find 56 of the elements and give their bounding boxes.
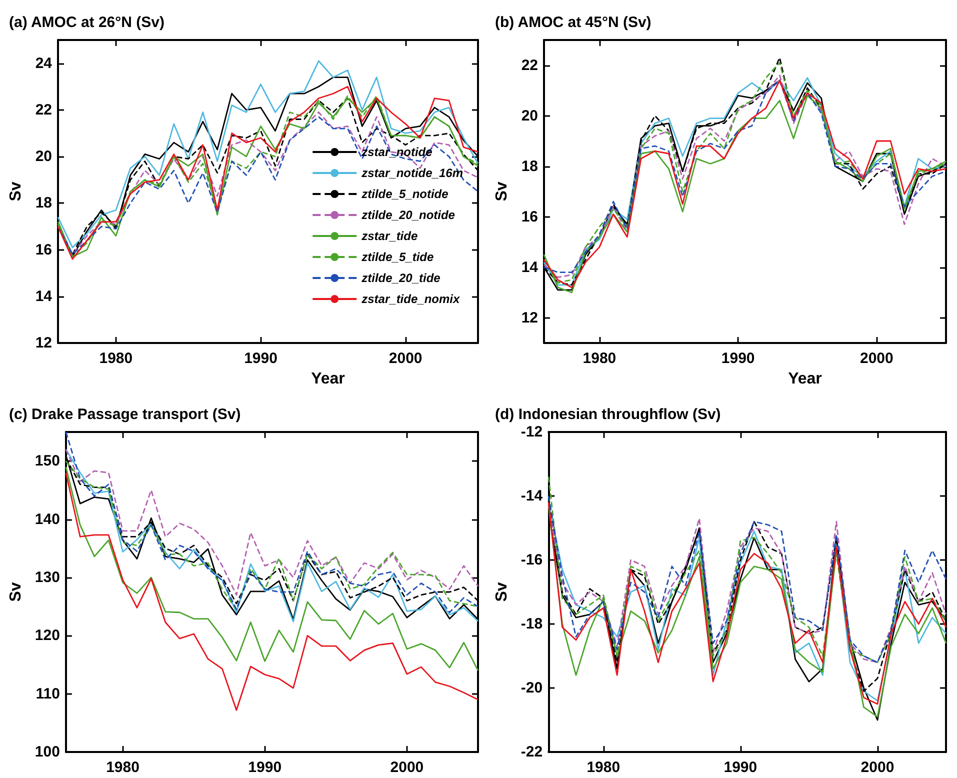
y-tick-label: 130 bbox=[34, 568, 60, 586]
y-tick-label: 14 bbox=[521, 258, 539, 276]
x-tick-label: 2000 bbox=[860, 350, 894, 367]
x-tick-label: 1980 bbox=[106, 759, 140, 776]
x-tick-label: 1990 bbox=[721, 350, 755, 367]
x-tick-label: 2000 bbox=[860, 759, 894, 776]
line-series bbox=[65, 472, 479, 711]
x-axis-title: Year bbox=[788, 370, 822, 388]
y-tick-label: 24 bbox=[35, 54, 53, 72]
y-tick-label: 14 bbox=[35, 288, 53, 305]
y-tick-label: -18 bbox=[520, 616, 543, 632]
y-axis-title: Sv bbox=[8, 582, 24, 602]
y-tick-label: 16 bbox=[521, 208, 538, 226]
y-tick-label: 20 bbox=[35, 148, 52, 166]
y-tick-label: 20 bbox=[521, 107, 538, 124]
x-tick-label: 1980 bbox=[586, 759, 620, 776]
chart-title: (b) AMOC at 45°N (Sv) bbox=[495, 14, 652, 31]
legend-label: zstar_tide bbox=[360, 229, 418, 243]
y-tick-label: 18 bbox=[35, 194, 52, 212]
y-axis-title: Sv bbox=[494, 582, 510, 602]
y-tick-label: 12 bbox=[521, 309, 538, 326]
chart-title: (c) Drake Passage transport (Sv) bbox=[9, 406, 241, 423]
legend-label: ztilde_5_tide bbox=[360, 250, 434, 264]
legend-label: ztilde_20_notide bbox=[360, 208, 456, 222]
x-tick-label: 1990 bbox=[244, 350, 278, 367]
legend-label: ztilde_5_notide bbox=[360, 187, 449, 201]
y-tick-label: 12 bbox=[35, 334, 52, 352]
y-tick-label: -12 bbox=[520, 424, 543, 440]
y-tick-label: 22 bbox=[521, 56, 538, 74]
y-tick-label: -22 bbox=[520, 744, 543, 760]
y-tick-label: 120 bbox=[34, 627, 60, 644]
chart-title: (d) Indonesian throughflow (Sv) bbox=[495, 406, 721, 423]
y-axis-title: Sv bbox=[8, 182, 24, 202]
y-tick-label: 110 bbox=[36, 685, 60, 702]
x-tick-label: 2000 bbox=[390, 759, 424, 776]
y-tick-label: 16 bbox=[35, 241, 52, 258]
legend-label: zstar_notide_16m bbox=[360, 166, 464, 180]
line-series bbox=[65, 466, 479, 672]
legend-label: ztilde_20_tide bbox=[360, 271, 441, 285]
legend-label: zstar_tide_nomix bbox=[360, 292, 461, 306]
x-tick-label: 2000 bbox=[388, 350, 422, 367]
y-tick-label: 140 bbox=[34, 510, 60, 528]
y-tick-label: 18 bbox=[521, 158, 538, 175]
x-tick-label: 1980 bbox=[582, 350, 616, 367]
x-tick-label: 1980 bbox=[99, 350, 133, 367]
y-tick-label: -14 bbox=[520, 488, 544, 504]
y-axis-title: Sv bbox=[494, 182, 510, 202]
y-tick-label: 150 bbox=[34, 452, 60, 470]
x-axis-title: Year bbox=[311, 370, 345, 388]
x-tick-label: 1990 bbox=[724, 759, 758, 776]
y-tick-label: -20 bbox=[520, 680, 543, 696]
y-tick-label: 100 bbox=[34, 744, 60, 760]
y-tick-label: 22 bbox=[35, 101, 52, 118]
y-tick-label: -16 bbox=[520, 552, 543, 568]
x-tick-label: 1990 bbox=[248, 759, 282, 776]
chart-title: (a) AMOC at 26°N (Sv) bbox=[9, 14, 164, 31]
